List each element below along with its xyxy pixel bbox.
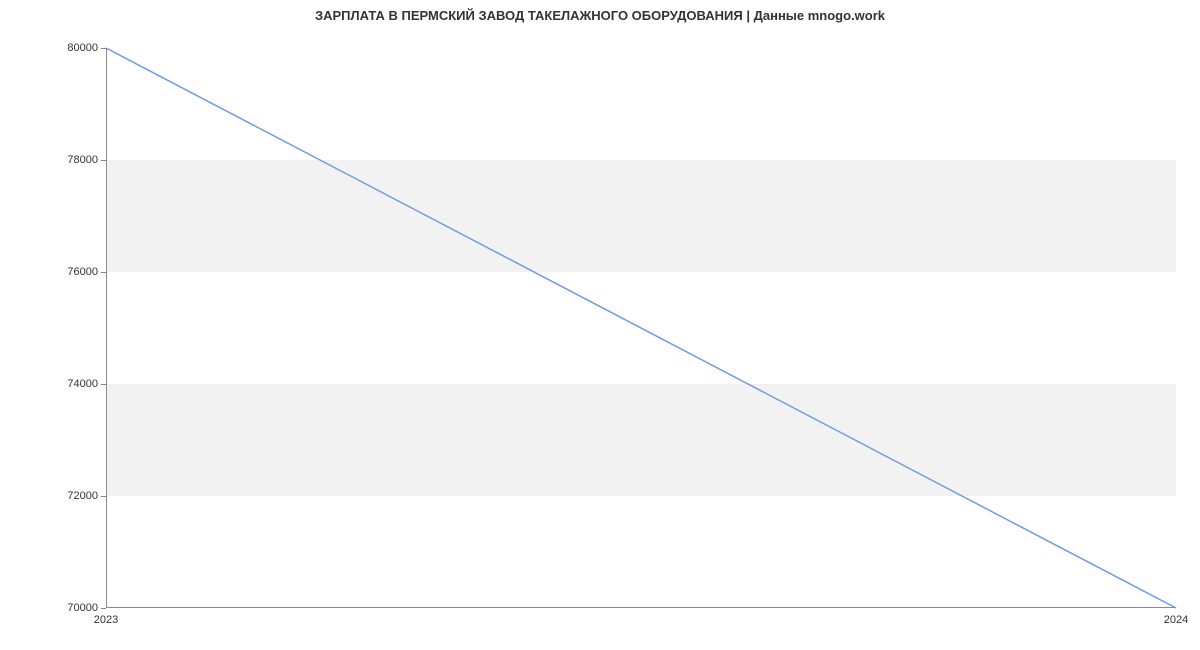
y-tick-label: 72000 <box>67 490 98 502</box>
x-tick-label: 2023 <box>94 614 118 626</box>
chart-container: ЗАРПЛАТА В ПЕРМСКИЙ ЗАВОД ТАКЕЛАЖНОГО ОБ… <box>0 0 1200 650</box>
y-tick-label: 74000 <box>67 378 98 390</box>
line-layer <box>106 48 1176 608</box>
series-line <box>106 48 1176 608</box>
y-tick-mark <box>101 384 106 385</box>
chart-title: ЗАРПЛАТА В ПЕРМСКИЙ ЗАВОД ТАКЕЛАЖНОГО ОБ… <box>0 8 1200 23</box>
x-axis-line <box>106 607 1176 608</box>
plot-area: 70000720007400076000780008000020232024 <box>106 48 1176 608</box>
y-tick-label: 76000 <box>67 266 98 278</box>
y-tick-label: 78000 <box>67 154 98 166</box>
y-tick-mark <box>101 496 106 497</box>
y-tick-mark <box>101 272 106 273</box>
y-axis-line <box>106 48 107 608</box>
y-tick-mark <box>101 608 106 609</box>
y-tick-label: 70000 <box>67 602 98 614</box>
y-tick-mark <box>101 48 106 49</box>
y-tick-mark <box>101 160 106 161</box>
x-tick-label: 2024 <box>1164 614 1188 626</box>
y-tick-label: 80000 <box>67 42 98 54</box>
